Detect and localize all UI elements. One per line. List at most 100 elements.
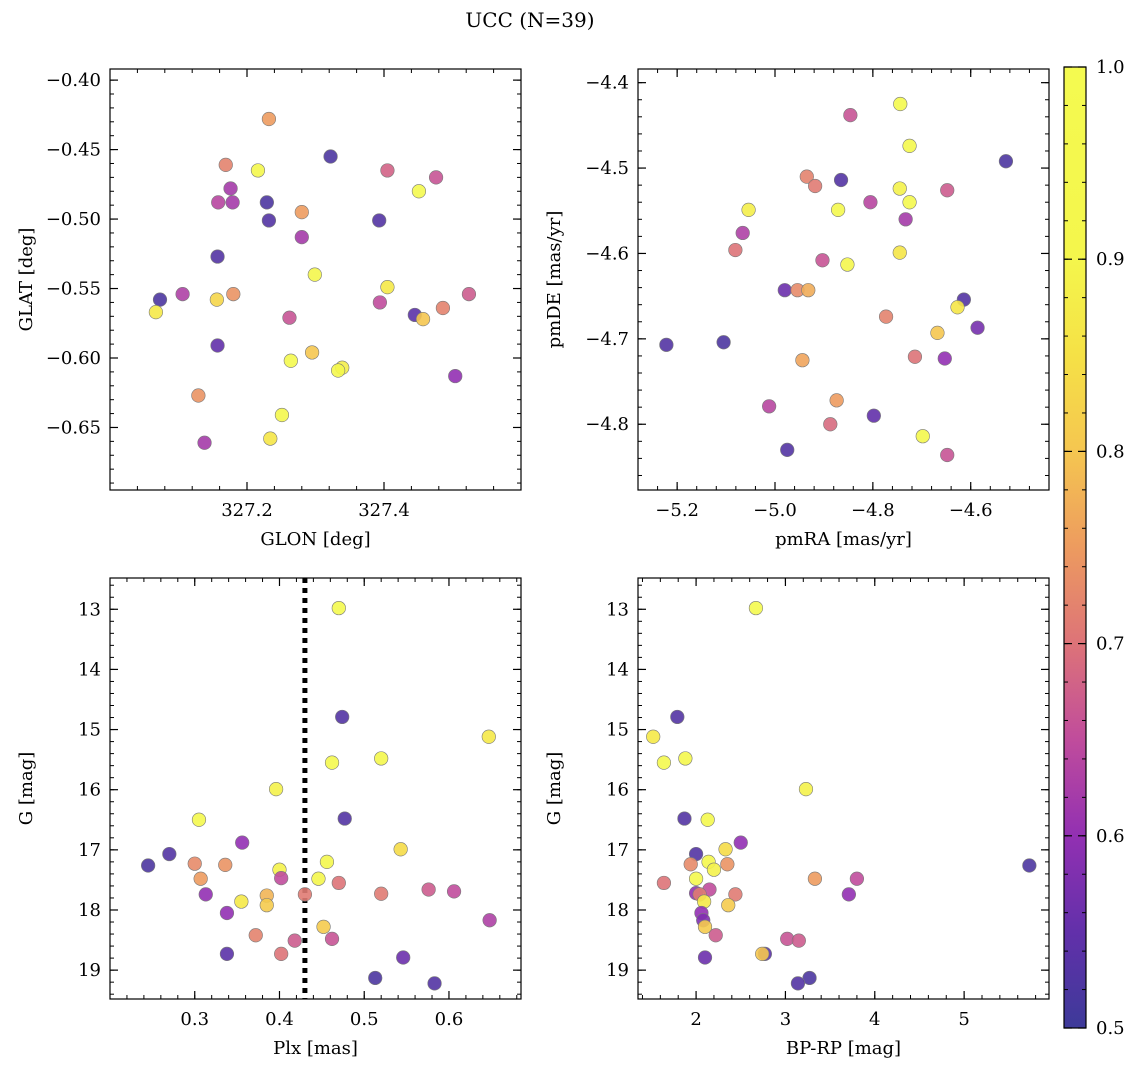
data-point xyxy=(716,335,731,350)
data-point xyxy=(892,181,907,196)
data-point xyxy=(175,286,190,302)
x-axis-label: GLON [deg] xyxy=(260,529,370,550)
data-point xyxy=(274,871,289,886)
data-point xyxy=(187,856,202,871)
data-point xyxy=(735,225,750,241)
x-tick-label: −4.6 xyxy=(949,500,993,521)
data-point xyxy=(250,163,266,178)
x-axis-label: BP-RP [mag] xyxy=(786,1038,901,1059)
data-point xyxy=(415,311,431,327)
colorbar-tick-label: 0.8 xyxy=(1096,441,1125,462)
data-point xyxy=(799,169,814,184)
data-point xyxy=(210,338,225,353)
data-point xyxy=(324,755,340,770)
x-tick-label: 327.4 xyxy=(358,500,410,521)
data-point xyxy=(700,812,715,827)
y-tick-label: −0.60 xyxy=(46,348,101,369)
y-tick-label: −4.8 xyxy=(585,414,629,435)
y-tick-label: 17 xyxy=(606,840,629,861)
data-point xyxy=(393,842,408,857)
data-point xyxy=(304,345,320,360)
axes-frame xyxy=(637,577,1050,1000)
data-point xyxy=(728,887,743,902)
data-point xyxy=(191,812,207,827)
data-point xyxy=(970,320,985,335)
data-point xyxy=(283,353,298,368)
data-point xyxy=(907,349,923,364)
axes-frame xyxy=(109,577,522,1000)
x-tick-label: −5.2 xyxy=(655,500,699,521)
data-point xyxy=(656,755,672,770)
data-point xyxy=(791,933,806,948)
data-point xyxy=(337,811,352,826)
y-tick-label: 15 xyxy=(606,720,629,741)
data-point xyxy=(225,195,240,210)
x-tick-label: 3 xyxy=(780,1009,791,1030)
data-point xyxy=(248,928,263,943)
data-point xyxy=(198,887,213,902)
data-point xyxy=(294,205,309,220)
data-point xyxy=(841,887,856,902)
y-axis-label: pmDE [mas/yr] xyxy=(544,211,565,349)
y-axis-label: GLAT [deg] xyxy=(16,228,37,332)
data-point xyxy=(892,245,907,260)
data-point xyxy=(335,709,350,725)
data-point xyxy=(815,253,830,268)
data-point xyxy=(902,138,917,153)
data-point xyxy=(148,305,163,320)
axes-frame xyxy=(109,68,522,491)
data-point xyxy=(718,842,733,857)
y-tick-label: −4.6 xyxy=(585,243,629,264)
scatter-panel-1: 327.2 327.4 −0.65 −0.60 −0.55 −0.50 −0.45 −0.40… xyxy=(16,68,522,550)
data-point xyxy=(311,871,326,886)
data-point xyxy=(950,300,965,315)
data-point xyxy=(461,286,477,302)
data-point xyxy=(324,931,340,946)
data-point xyxy=(831,202,846,218)
y-tick-label: 17 xyxy=(78,840,101,861)
data-point xyxy=(646,729,661,744)
data-point xyxy=(274,407,290,423)
data-point xyxy=(428,170,444,185)
data-point xyxy=(197,435,212,450)
scatter-panel-3: 0.3 0.4 0.5 0.6 13 14 15 16 17 18 19 Plx [mas] G [ma… xyxy=(16,577,522,1059)
y-tick-label: −0.40 xyxy=(46,70,101,91)
data-point xyxy=(697,950,713,965)
data-point xyxy=(380,280,395,295)
y-tick-label: 16 xyxy=(606,780,629,801)
data-point xyxy=(226,286,241,302)
data-point xyxy=(697,919,713,934)
x-tick-label: 0.4 xyxy=(265,1009,294,1030)
data-point xyxy=(235,835,250,850)
data-point xyxy=(659,337,674,352)
data-point xyxy=(790,976,806,991)
data-point xyxy=(762,399,777,414)
data-point xyxy=(728,242,743,258)
y-tick-label: 16 xyxy=(78,780,101,801)
data-point xyxy=(380,163,395,178)
y-axis-label: G [mag] xyxy=(544,752,565,825)
y-axis-label: G [mag] xyxy=(16,752,37,825)
y-tick-label: 13 xyxy=(78,599,101,620)
data-point xyxy=(940,183,955,198)
data-point xyxy=(287,933,302,948)
scatter-panel-2: −5.2 −5.0 −4.8 −4.6 −4.8 −4.7 −4.6 −4.5 −4.4 pmRA… xyxy=(544,68,1050,550)
data-point xyxy=(878,309,894,324)
y-tick-label: 18 xyxy=(606,900,629,921)
data-point xyxy=(209,292,224,307)
y-tick-label: 14 xyxy=(78,659,101,680)
data-point xyxy=(706,862,722,877)
data-point xyxy=(807,871,823,886)
data-point xyxy=(331,600,346,616)
data-point xyxy=(374,886,389,901)
data-point xyxy=(741,202,756,218)
data-point xyxy=(823,417,838,432)
data-point xyxy=(481,729,496,744)
data-point xyxy=(368,970,383,986)
data-point xyxy=(218,857,233,872)
data-point xyxy=(211,195,226,210)
data-point xyxy=(331,363,346,378)
data-point xyxy=(448,368,463,384)
data-point xyxy=(210,249,225,264)
